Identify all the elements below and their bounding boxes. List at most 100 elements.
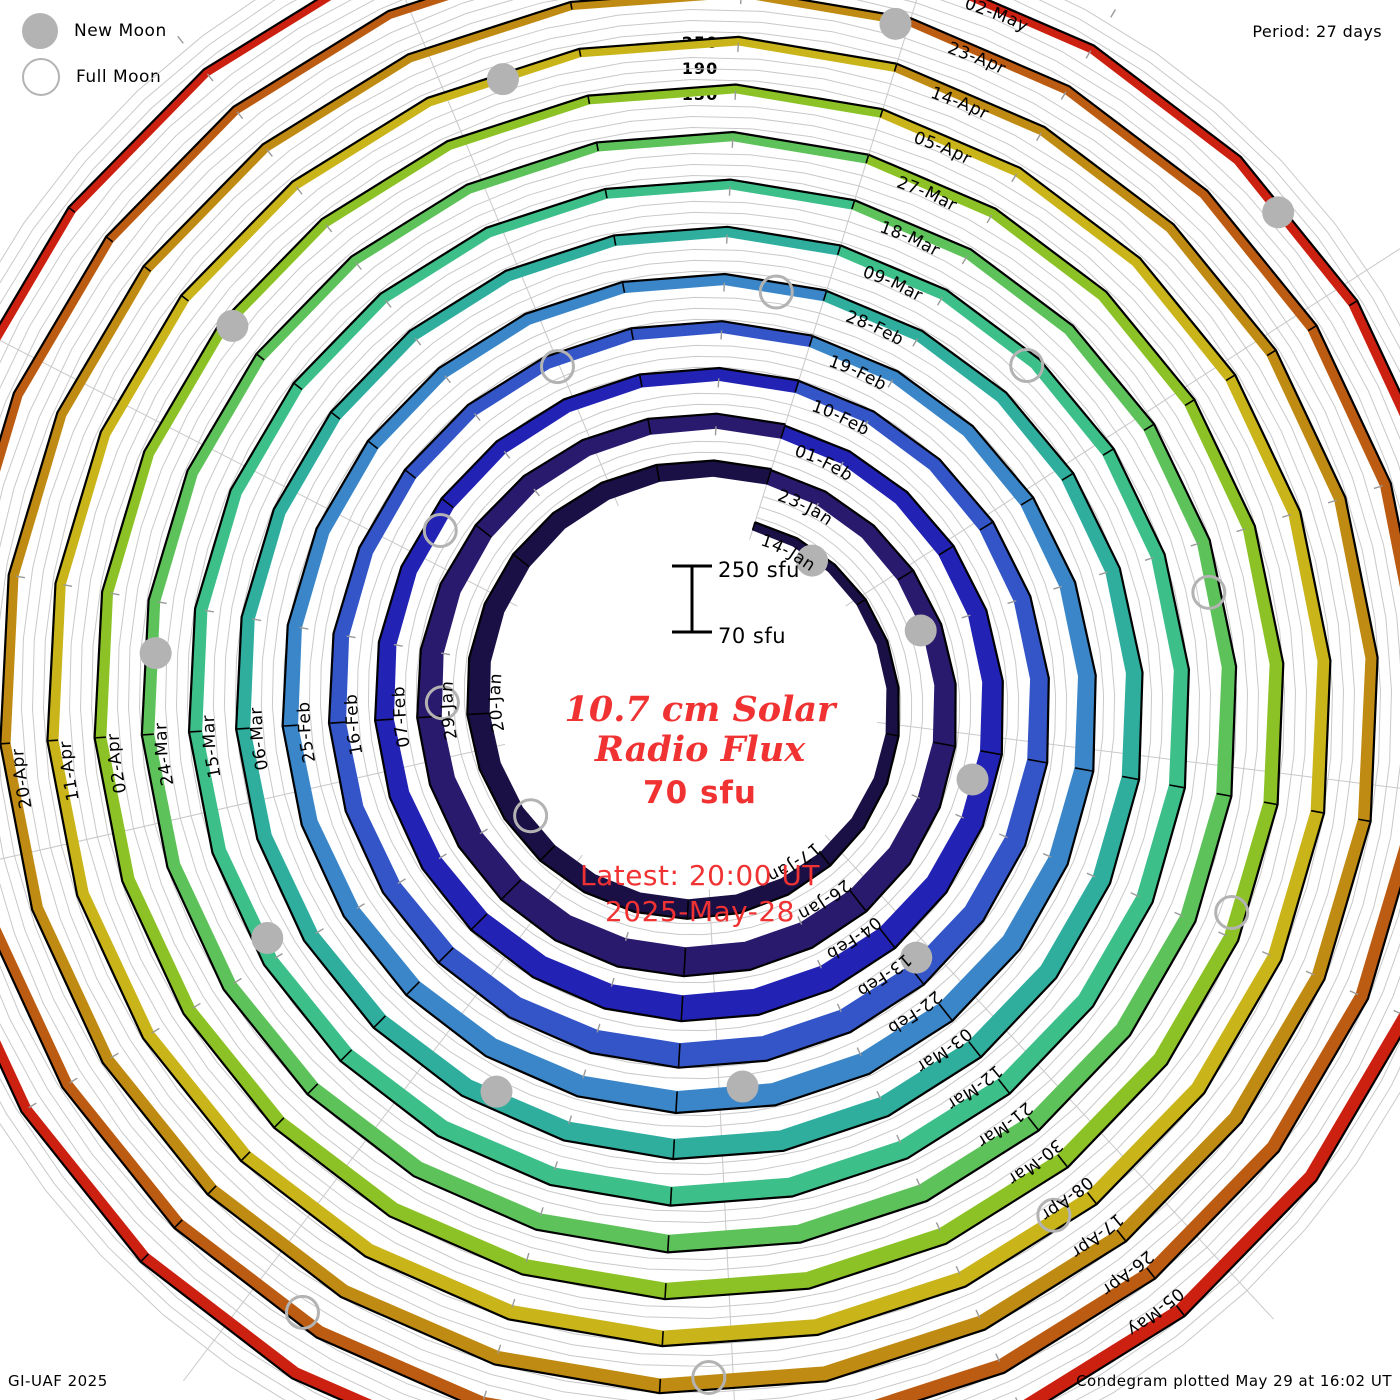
day-tick	[1146, 1267, 1156, 1280]
day-tick	[819, 852, 831, 867]
day-tick	[375, 718, 394, 722]
moon-markers	[139, 7, 1295, 1396]
day-tick	[173, 1219, 183, 1229]
minor-tick	[1174, 911, 1184, 917]
minor-tick	[69, 1077, 78, 1084]
minor-tick	[295, 186, 303, 195]
minor-tick	[1190, 542, 1200, 547]
day-tick	[865, 154, 870, 164]
minor-tick	[734, 90, 737, 100]
day-tick	[647, 418, 652, 435]
day-tick	[207, 1185, 217, 1195]
day-tick	[140, 1253, 149, 1263]
day-tick	[282, 724, 298, 727]
new-moon-marker	[796, 544, 829, 577]
day-tick	[780, 425, 786, 439]
day-tick	[306, 1083, 319, 1095]
minor-tick	[1236, 528, 1246, 533]
minor-tick	[836, 1003, 842, 1013]
day-tick	[1027, 1116, 1040, 1132]
minor-tick	[1349, 990, 1359, 996]
minor-tick	[355, 262, 362, 271]
minor-tick	[912, 338, 919, 347]
full-moon-marker	[284, 1294, 320, 1330]
minor-tick	[955, 1265, 961, 1275]
day-tick	[467, 712, 490, 716]
minor-tick	[1130, 892, 1140, 898]
minor-tick	[414, 337, 422, 346]
minor-tick	[955, 813, 965, 819]
flux-profile-edge	[416, 412, 957, 978]
minor-tick	[325, 224, 333, 233]
minor-tick	[1327, 499, 1337, 504]
day-tick	[666, 1235, 670, 1253]
full-moon-marker	[424, 685, 460, 721]
day-tick	[1169, 784, 1186, 789]
day-tick	[686, 899, 690, 919]
minor-tick	[720, 330, 723, 340]
day-tick	[105, 236, 114, 243]
day-tick	[475, 524, 492, 538]
day-tick	[1184, 399, 1195, 407]
day-tick	[677, 1043, 681, 1068]
minor-tick	[1218, 931, 1227, 937]
minor-tick	[838, 461, 844, 470]
date-label: 29-Jan	[437, 680, 462, 742]
day-tick	[979, 521, 994, 531]
day-tick	[569, 1, 573, 10]
minor-tick	[393, 643, 403, 647]
minor-tick	[1085, 50, 1092, 59]
day-tick	[437, 947, 454, 964]
new-moon-marker	[726, 1070, 759, 1103]
minor-tick	[582, 1069, 587, 1079]
minor-tick	[876, 1090, 882, 1100]
minor-tick	[887, 379, 894, 388]
day-tick	[188, 730, 202, 733]
minor-tick	[731, 138, 734, 148]
new-moon-marker	[216, 309, 249, 342]
minor-tick	[1098, 571, 1108, 576]
flux-profile-edge	[234, 225, 1144, 1161]
day-tick	[751, 522, 756, 531]
day-tick	[0, 742, 11, 745]
new-moon-marker	[486, 63, 519, 96]
minor-tick	[936, 297, 943, 306]
moon-phase-legend: New Moon Full Moon	[22, 8, 282, 100]
minor-tick	[384, 299, 392, 308]
minor-tick	[479, 828, 488, 835]
day-tick	[822, 290, 828, 301]
footer-credit: GI-UAF 2025	[8, 1372, 108, 1390]
day-tick	[1102, 448, 1115, 456]
day-tick	[938, 545, 955, 556]
day-tick	[240, 1151, 251, 1162]
minor-tick	[1261, 950, 1271, 956]
day-tick	[885, 732, 899, 737]
minor-tick	[533, 488, 541, 497]
minor-tick	[813, 502, 820, 512]
full-moon-marker	[758, 274, 794, 310]
flux-profile-edge	[281, 272, 1097, 1115]
minor-tick	[856, 1047, 862, 1057]
day-tick	[500, 879, 522, 901]
day-tick	[851, 199, 856, 210]
minor-tick	[1305, 970, 1315, 976]
minor-tick	[935, 1222, 941, 1231]
day-tick	[47, 739, 59, 742]
flux-profile-edge	[327, 320, 1050, 1069]
minor-tick	[896, 1134, 902, 1144]
day-tick	[373, 1015, 387, 1029]
legend-label-full-moon: Full Moon	[76, 67, 162, 87]
day-tick	[630, 328, 635, 340]
day-tick	[613, 235, 617, 246]
minor-tick	[1144, 556, 1154, 561]
minor-tick	[483, 1390, 488, 1400]
day-tick	[1348, 300, 1358, 307]
day-tick	[1307, 324, 1318, 332]
legend-item-full-moon: Full Moon	[22, 54, 282, 100]
day-tick	[879, 927, 896, 949]
minor-tick	[916, 1178, 921, 1188]
